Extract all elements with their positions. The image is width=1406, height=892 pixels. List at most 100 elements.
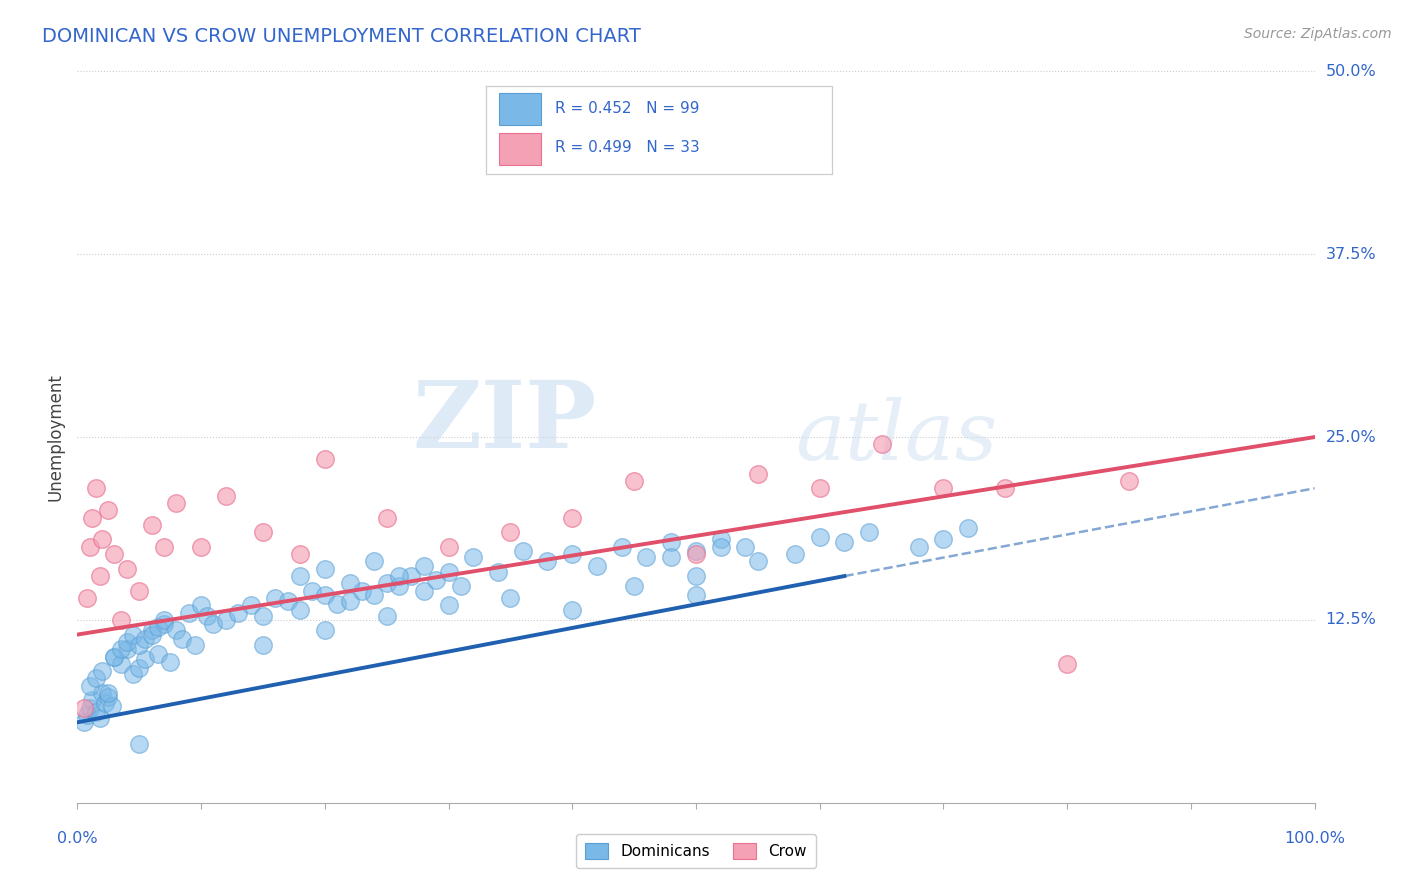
Point xyxy=(195,608,218,623)
Point xyxy=(115,562,138,576)
Point xyxy=(610,540,633,554)
Point xyxy=(103,649,125,664)
Point xyxy=(153,617,176,632)
Point xyxy=(101,699,124,714)
Text: ZIP: ZIP xyxy=(413,377,598,467)
Point xyxy=(79,679,101,693)
Point xyxy=(499,591,522,605)
Point xyxy=(97,503,120,517)
Point xyxy=(252,608,274,623)
Point xyxy=(110,642,132,657)
Point xyxy=(288,569,311,583)
Point xyxy=(184,638,207,652)
Point xyxy=(177,606,200,620)
Point xyxy=(685,569,707,583)
Point xyxy=(401,569,423,583)
Point xyxy=(84,705,107,719)
Point xyxy=(97,686,120,700)
Point xyxy=(226,606,249,620)
Point xyxy=(165,623,187,637)
Point xyxy=(215,489,238,503)
Point xyxy=(339,576,361,591)
Point xyxy=(91,664,114,678)
Text: DOMINICAN VS CROW UNEMPLOYMENT CORRELATION CHART: DOMINICAN VS CROW UNEMPLOYMENT CORRELATI… xyxy=(42,27,641,45)
Point xyxy=(128,737,150,751)
Point xyxy=(437,599,460,613)
Point xyxy=(1056,657,1078,671)
Point xyxy=(190,540,212,554)
Point xyxy=(870,437,893,451)
Point xyxy=(412,558,434,573)
Point xyxy=(685,544,707,558)
Point xyxy=(288,547,311,561)
Point xyxy=(636,549,658,564)
Point xyxy=(79,700,101,714)
Point xyxy=(264,591,287,605)
Point xyxy=(685,547,707,561)
Point xyxy=(288,603,311,617)
Point xyxy=(82,510,104,524)
Point xyxy=(350,583,373,598)
Point xyxy=(141,627,163,641)
Point xyxy=(363,588,385,602)
Text: 100.0%: 100.0% xyxy=(1284,830,1346,846)
Text: 50.0%: 50.0% xyxy=(1326,64,1376,78)
Point xyxy=(89,569,111,583)
Point xyxy=(388,579,411,593)
Point xyxy=(153,613,176,627)
Point xyxy=(84,481,107,495)
Point xyxy=(165,496,187,510)
Point xyxy=(834,535,856,549)
Point xyxy=(734,540,756,554)
Point xyxy=(91,533,114,547)
Point xyxy=(97,690,120,705)
Point xyxy=(932,481,955,495)
Point xyxy=(134,632,156,646)
Point xyxy=(277,594,299,608)
Text: Source: ZipAtlas.com: Source: ZipAtlas.com xyxy=(1244,27,1392,41)
Point xyxy=(103,547,125,561)
Point xyxy=(72,715,94,730)
Point xyxy=(172,632,194,646)
Point xyxy=(128,638,150,652)
Point xyxy=(202,617,225,632)
Point xyxy=(994,481,1017,495)
Point xyxy=(1118,474,1140,488)
Point xyxy=(72,700,94,714)
Point xyxy=(747,467,769,481)
Point xyxy=(623,579,645,593)
Legend: Dominicans, Crow: Dominicans, Crow xyxy=(576,834,815,868)
Point xyxy=(301,583,323,598)
Point xyxy=(103,649,125,664)
Point xyxy=(159,656,181,670)
Point xyxy=(659,535,682,549)
Point xyxy=(128,583,150,598)
Point xyxy=(747,554,769,568)
Point xyxy=(710,540,733,554)
Point xyxy=(412,583,434,598)
Point xyxy=(115,635,138,649)
Text: 37.5%: 37.5% xyxy=(1326,247,1376,261)
Point xyxy=(685,588,707,602)
Point xyxy=(141,517,163,532)
Point xyxy=(659,549,682,564)
Point xyxy=(82,693,104,707)
Point xyxy=(437,565,460,579)
Point xyxy=(499,525,522,540)
Point xyxy=(437,540,460,554)
Text: 12.5%: 12.5% xyxy=(1326,613,1376,627)
Point xyxy=(115,642,138,657)
Y-axis label: Unemployment: Unemployment xyxy=(46,373,65,501)
Text: atlas: atlas xyxy=(794,397,997,477)
Point xyxy=(512,544,534,558)
Point xyxy=(450,579,472,593)
Point xyxy=(190,599,212,613)
Point xyxy=(561,547,583,561)
Point xyxy=(128,661,150,675)
Text: 0.0%: 0.0% xyxy=(58,830,97,846)
Point xyxy=(79,540,101,554)
Point xyxy=(141,623,163,637)
Point xyxy=(536,554,558,568)
Point xyxy=(84,672,107,686)
Point xyxy=(314,588,336,602)
